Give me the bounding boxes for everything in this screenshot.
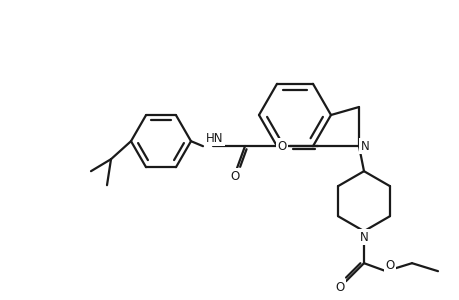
- Text: HN: HN: [206, 132, 223, 145]
- Text: O: O: [277, 140, 286, 153]
- Text: N: N: [360, 140, 369, 153]
- Text: O: O: [230, 170, 239, 183]
- Text: O: O: [385, 259, 394, 272]
- Text: O: O: [335, 281, 344, 294]
- Text: N: N: [359, 231, 368, 244]
